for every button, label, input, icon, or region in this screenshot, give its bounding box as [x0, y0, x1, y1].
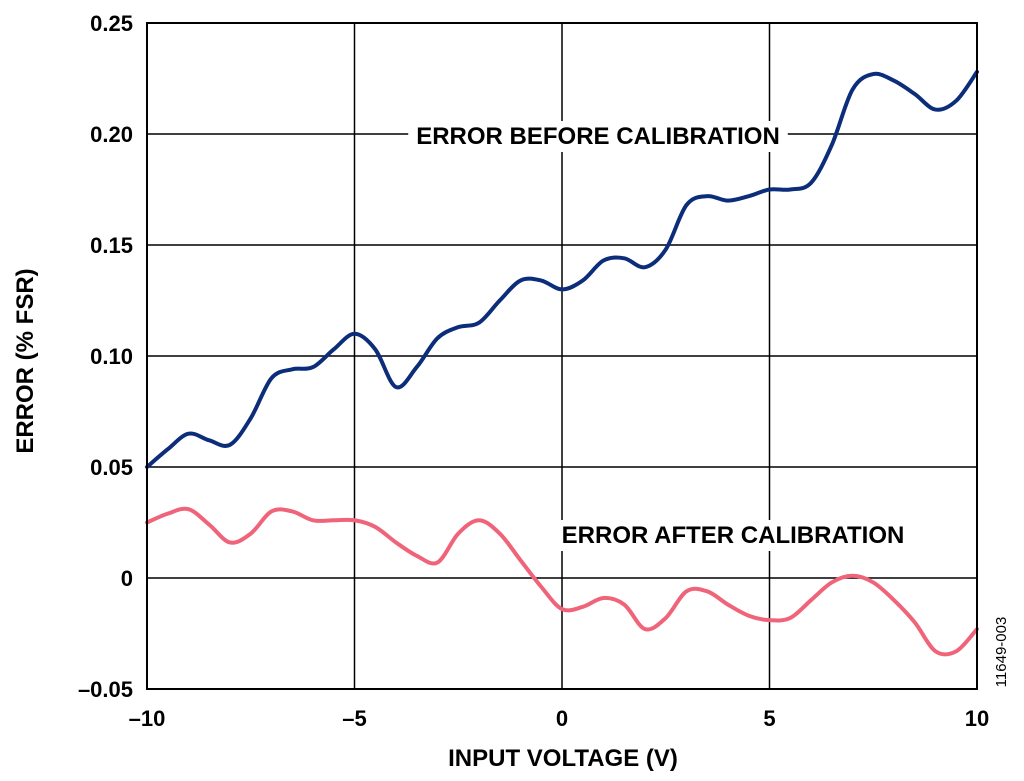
y-tick-labels: –0.05 0 0.05 0.10 0.15 0.20 0.25 [78, 11, 133, 702]
y-tick-label: 0.10 [90, 344, 133, 369]
x-tick-labels: –10 –5 0 5 10 [129, 706, 990, 731]
y-tick-label: 0.15 [90, 233, 133, 258]
y-tick-label: 0.05 [90, 455, 133, 480]
annotation-background [408, 121, 788, 152]
annotation-error-before-calibration: ERROR BEFORE CALIBRATION [416, 123, 780, 150]
y-tick-label: –0.05 [78, 677, 133, 702]
annotation-backgrounds [408, 121, 913, 551]
annotation-background [553, 520, 913, 551]
plot-frame [146, 22, 978, 690]
annotation-error-after-calibration: ERROR AFTER CALIBRATION [562, 522, 905, 549]
y-tick-label: 0.25 [90, 11, 133, 36]
x-tick-label: –10 [129, 706, 166, 731]
x-tick-label: 0 [556, 706, 568, 731]
series-before-calibration [145, 69, 979, 469]
series-after-calibration [145, 506, 979, 657]
y-tick-label: 0 [121, 566, 133, 591]
series-lines [145, 69, 979, 657]
x-tick-label: 10 [965, 706, 989, 731]
y-tick-label: 0.20 [90, 122, 133, 147]
y-axis-title: ERROR (% FSR) [12, 268, 39, 453]
x-axis-title: INPUT VOLTAGE (V) [448, 745, 678, 772]
figure-id: 11649-003 [993, 617, 1010, 688]
x-tick-label: 5 [763, 706, 775, 731]
x-tick-label: –5 [342, 706, 366, 731]
